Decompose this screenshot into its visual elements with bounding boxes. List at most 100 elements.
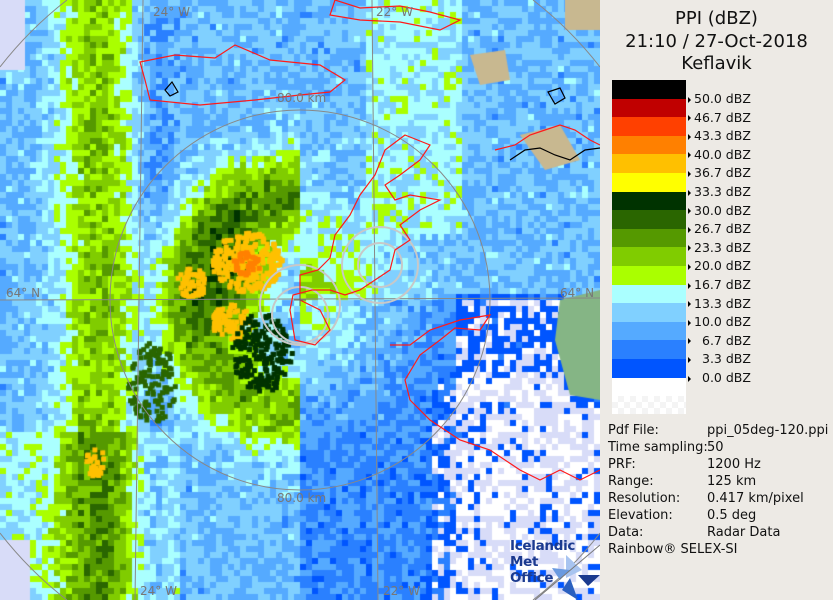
legend-label: 13.3 dBZ: [694, 295, 751, 311]
legend-swatch: [612, 321, 686, 341]
tick-marker-icon: [688, 263, 691, 270]
legend-swatch: [612, 80, 686, 99]
legend-label: 43.3 dBZ: [694, 128, 751, 144]
met-office-logo: Icelandic Met Office: [510, 538, 600, 586]
legend-level: 33.3 dBZ: [688, 185, 751, 199]
range-label-top: 80.0 km: [277, 91, 327, 105]
info-row: Time sampling:50: [608, 439, 724, 456]
legend-swatch: [612, 173, 686, 192]
met-office-logo-mark: [534, 544, 600, 600]
legend-level: 46.7 dBZ: [688, 109, 751, 125]
info-row: Pdf File: ppi_05deg-120.ppi: [608, 422, 828, 439]
legend-label: 46.7 dBZ: [694, 109, 751, 125]
legend-swatch: [612, 284, 686, 304]
info-value: 0.417 km/pixel: [707, 491, 804, 506]
info-row: PRF: 1200 Hz: [608, 456, 761, 473]
radar-site-marker: [294, 294, 306, 306]
legend-swatch: [612, 191, 686, 211]
legend-swatch-transparent: [612, 396, 686, 414]
coastline: [139, 0, 600, 481]
tick-marker-icon: [688, 282, 691, 289]
tick-marker-icon: [688, 226, 691, 233]
radar-map[interactable]: 24° W 22° W 24° W 22° W 64° N 64° N 80.0…: [0, 0, 600, 600]
legend-swatch: [612, 266, 686, 285]
lon-label-bottom-right: 22° W: [383, 584, 420, 598]
legend-label: 20.0 dBZ: [694, 258, 751, 274]
legend-level: 36.7 dBZ: [688, 166, 751, 180]
info-value: 0.5 deg: [707, 508, 757, 523]
legend-label: 36.7 dBZ: [694, 165, 751, 181]
tick-marker-icon: [688, 338, 691, 345]
legend-label: 23.3 dBZ: [694, 239, 751, 255]
lon-label-top-left: 24° W: [153, 5, 190, 19]
info-key: Resolution:: [608, 491, 681, 506]
tick-marker-icon: [688, 170, 691, 177]
legend-swatch-no-data: [612, 378, 686, 396]
credit: Rainbow® SELEX-SI: [608, 542, 738, 557]
legend-swatch: [612, 359, 686, 378]
legend-level: 10.0 dBZ: [688, 315, 751, 329]
legend-label: 6.7 dBZ: [702, 332, 751, 348]
range-ring-80km: [109, 109, 491, 491]
legend-swatch: [612, 135, 686, 155]
info-row: Elevation: 0.5 deg: [608, 507, 756, 524]
legend-level: 13.3 dBZ: [688, 295, 751, 311]
logo-text-line1: Icelandic Met: [510, 538, 576, 570]
info-key: Time sampling:: [608, 440, 708, 455]
info-row: Data: Radar Data: [608, 524, 780, 541]
info-value: 50: [707, 440, 724, 455]
legend-level: 16.7 dBZ: [688, 278, 751, 292]
legend-label: 10.0 dBZ: [694, 314, 751, 330]
legend-level: 30.0 dBZ: [688, 203, 751, 218]
range-ring-secondary-small: [357, 242, 403, 288]
legend-swatch: [612, 228, 686, 248]
tick-marker-icon: [688, 152, 691, 159]
legend-level: 20.0 dBZ: [688, 259, 751, 273]
info-value: ppi_05deg-120.ppi: [707, 423, 829, 438]
lon-label-bottom-left: 24° W: [140, 584, 177, 598]
range-label-bottom: 80.0 km: [277, 491, 327, 505]
legend-swatch: [612, 340, 686, 360]
legend-label: 3.3 dBZ: [702, 351, 751, 367]
tick-marker-icon: [688, 301, 691, 308]
range-ring-secondary: [341, 226, 419, 304]
tick-marker-icon: [688, 133, 691, 140]
tick-marker-icon: [688, 356, 691, 363]
product-title: PPI (dBZ): [675, 8, 758, 29]
logo-text-line2: Office: [510, 570, 554, 586]
legend-level: 0.0 dBZ: [688, 371, 751, 385]
legend-level: 43.3 dBZ: [688, 129, 751, 143]
tick-marker-icon: [688, 208, 691, 215]
legend-swatch: [612, 154, 686, 174]
tick-marker-icon: [688, 375, 691, 382]
info-key: PRF:: [608, 457, 636, 472]
tick-marker-icon: [688, 189, 691, 196]
lon-label-top-right: 22° W: [376, 5, 413, 19]
tick-marker-icon: [688, 245, 691, 252]
info-value: Radar Data: [707, 525, 781, 540]
lat-label-right: 64° N: [560, 286, 595, 300]
info-panel: PPI (dBZ) 21:10 / 27-Oct-2018 Keflavik 5…: [600, 0, 833, 600]
legend-label: 16.7 dBZ: [694, 277, 751, 292]
legend-label: 0.0 dBZ: [702, 370, 751, 385]
land-border: [164, 80, 600, 161]
info-row: Range: 125 km: [608, 473, 756, 490]
info-value: 125 km: [707, 474, 757, 489]
tick-marker-icon: [688, 115, 691, 122]
tick-marker-icon: [688, 96, 691, 103]
info-row: Resolution: 0.417 km/pixel: [608, 490, 804, 507]
datetime: 21:10 / 27-Oct-2018: [625, 31, 808, 52]
info-key: Elevation:: [608, 508, 673, 523]
site-name: Keflavik: [681, 53, 752, 74]
legend-swatch: [612, 303, 686, 323]
tick-marker-icon: [688, 319, 691, 326]
longitude-line-22w: [371, 0, 379, 600]
info-key: Data:: [608, 525, 644, 540]
info-key: Range:: [608, 474, 654, 489]
legend-label: 50.0 dBZ: [694, 91, 751, 106]
legend-level: 23.3 dBZ: [688, 239, 751, 255]
legend-label: 33.3 dBZ: [694, 184, 751, 199]
legend-swatch: [612, 117, 686, 137]
legend-level: 6.7 dBZ: [688, 332, 751, 348]
info-value: 1200 Hz: [707, 457, 761, 472]
